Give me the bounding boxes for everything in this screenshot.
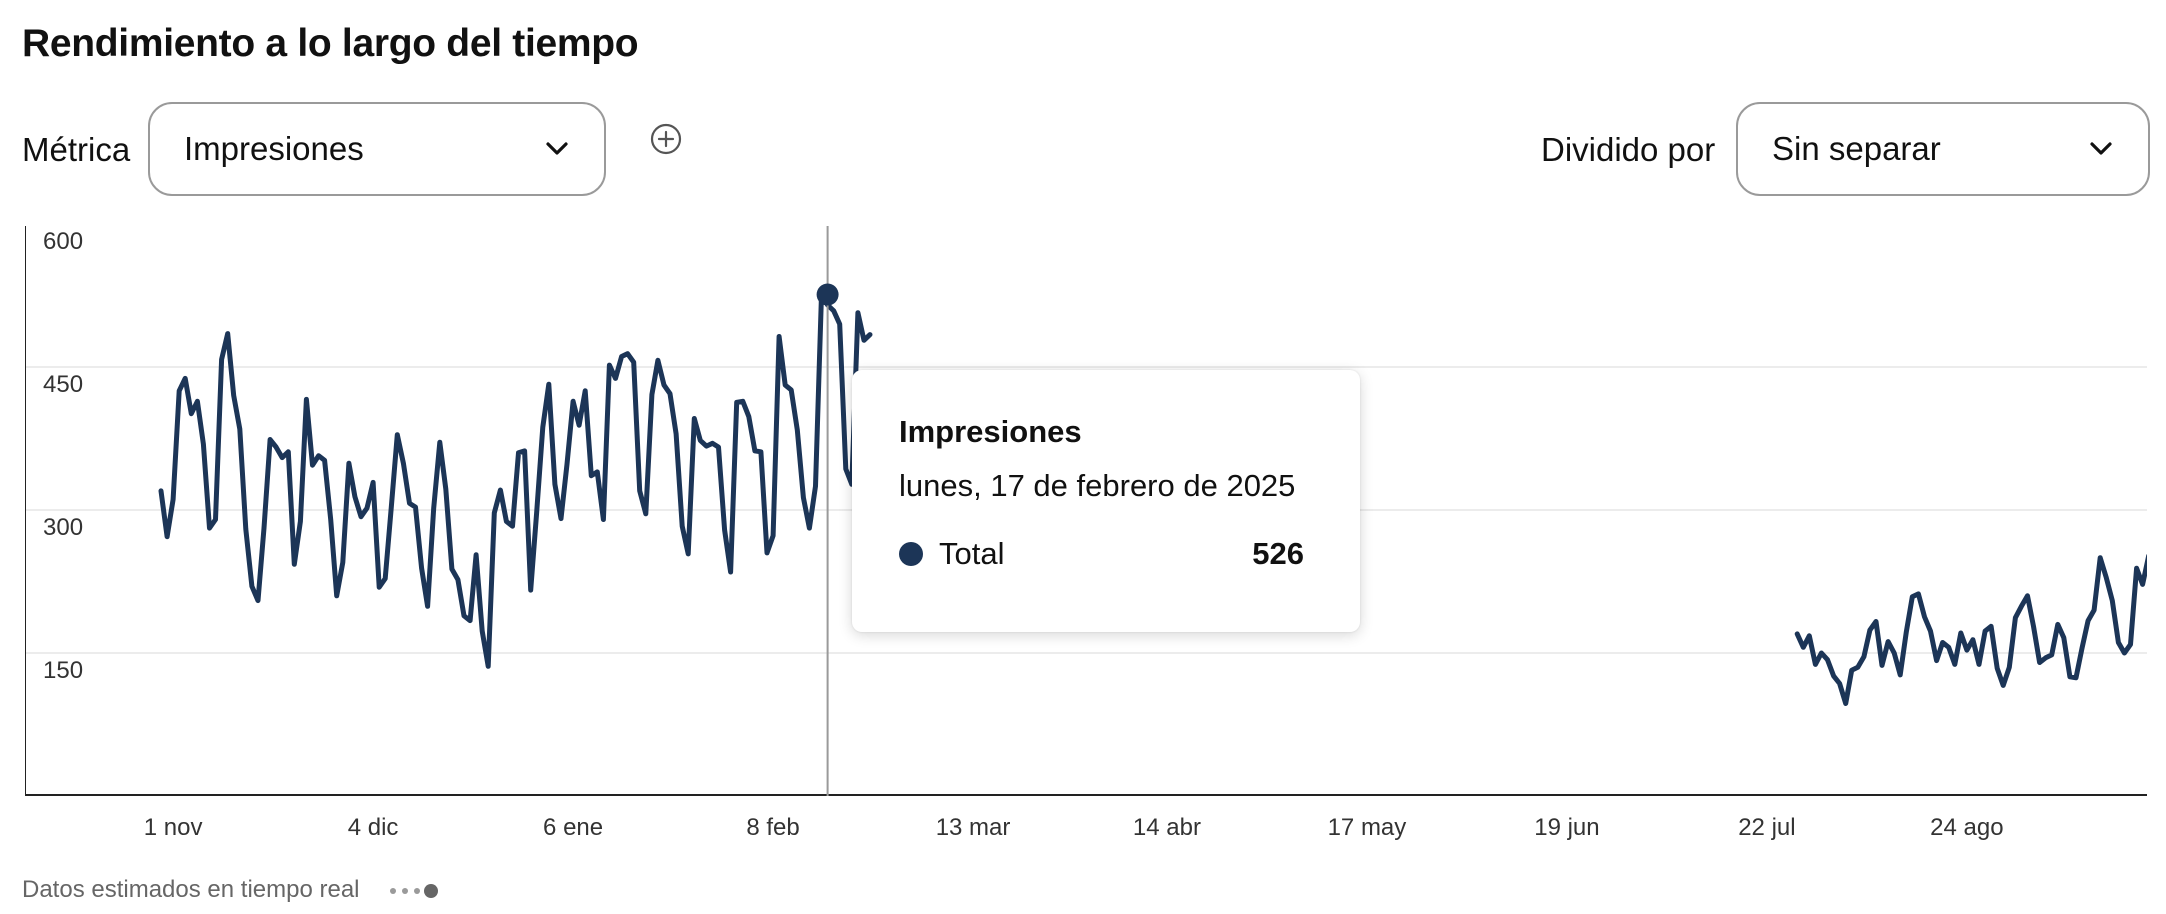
x-tick-label: 4 dic xyxy=(348,814,399,841)
x-tick-label: 24 ago xyxy=(1930,814,2003,841)
live-indicator-icon xyxy=(390,884,438,898)
y-tick-label: 300 xyxy=(43,514,83,541)
split-select[interactable]: Sin separar xyxy=(1736,102,2150,196)
y-tick-label: 150 xyxy=(43,657,83,684)
page-title: Rendimiento a lo largo del tiempo xyxy=(22,22,639,65)
y-tick-label: 600 xyxy=(43,228,83,255)
metric-select-value: Impresiones xyxy=(184,130,364,167)
x-tick-label: 8 feb xyxy=(746,814,799,841)
y-tick-label: 450 xyxy=(43,371,83,398)
footer-note: Datos estimados en tiempo real xyxy=(22,876,360,903)
tooltip-series-name: Total xyxy=(939,536,1005,571)
tooltip-value: 526 xyxy=(1252,536,1304,571)
impressions-line-chart: 150 300 450 600 xyxy=(25,226,2147,796)
x-tick-label: 13 mar xyxy=(936,814,1011,841)
split-select-value: Sin separar xyxy=(1772,130,1941,167)
x-tick-label: 22 jul xyxy=(1738,814,1795,841)
highlighted-point xyxy=(816,283,839,306)
chevron-down-icon xyxy=(544,136,570,162)
chart-tooltip: Impresiones lunes, 17 de febrero de 2025… xyxy=(852,370,1360,632)
x-tick-label: 14 abr xyxy=(1133,814,1201,841)
x-tick-label: 1 nov xyxy=(144,814,203,841)
tooltip-title: Impresiones xyxy=(899,414,1082,449)
split-label: Dividido por xyxy=(1541,131,1716,168)
metric-label: Métrica xyxy=(22,131,131,168)
add-metric-button[interactable] xyxy=(650,123,682,155)
chevron-down-icon xyxy=(2088,136,2114,162)
tooltip-date: lunes, 17 de febrero de 2025 xyxy=(899,468,1296,503)
x-tick-label: 6 ene xyxy=(543,814,603,841)
plus-circle-icon xyxy=(650,123,682,155)
series-line-total xyxy=(1794,553,2147,706)
metric-select[interactable]: Impresiones xyxy=(148,102,606,196)
x-axis-labels: 1 nov 4 dic 6 ene 8 feb 13 mar 14 abr 17 may 19… xyxy=(144,814,2004,841)
x-tick-label: 19 jun xyxy=(1534,814,1599,841)
x-tick-label: 17 may xyxy=(1328,814,1407,841)
tooltip-series-marker xyxy=(899,542,923,566)
series-line-total xyxy=(158,292,873,669)
